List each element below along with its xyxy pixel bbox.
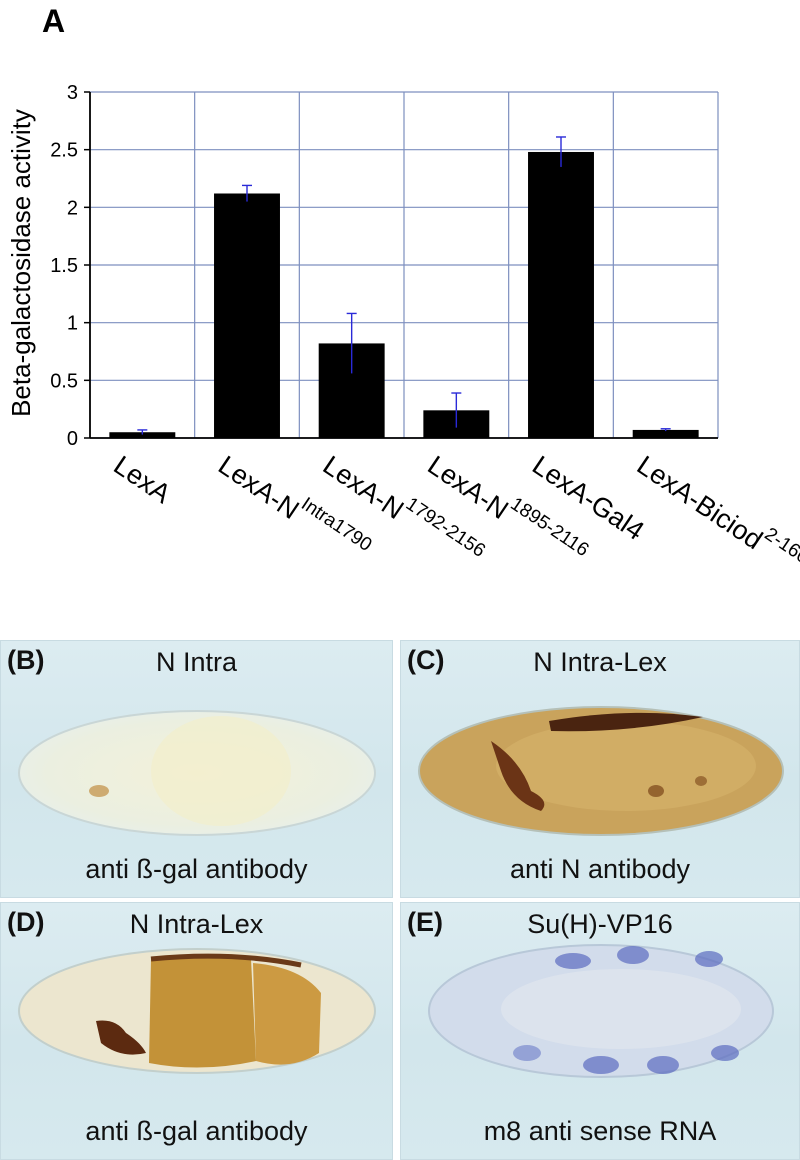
y-tick-label: 0.5 — [50, 370, 78, 392]
x-tick-label: LexA-N1792-2156 — [318, 443, 489, 576]
x-tick-label-base: LexA-Biciod — [632, 450, 768, 555]
x-tick-label: LexA-N1895-2116 — [422, 443, 592, 575]
panel-label: (C) — [407, 645, 445, 675]
y-tick-label: 1 — [67, 313, 78, 335]
panel-caption: anti ß-gal antibody — [85, 1116, 308, 1146]
chart-grid — [90, 91, 719, 439]
x-tick-label: LexA — [108, 450, 176, 509]
embryo-image-b — [18, 710, 376, 836]
figure-panel-label: A — [42, 3, 65, 39]
panel-title: N Intra-Lex — [533, 647, 667, 677]
x-tick-label: LexA-Biciod2-160 — [632, 443, 800, 583]
y-tick-label: 1.5 — [50, 255, 78, 277]
bar — [632, 429, 699, 438]
x-tick-label-base: LexA-N — [213, 450, 304, 525]
panel-b: (B) N Intra anti ß-gal antibody — [0, 640, 393, 898]
bar — [214, 193, 280, 438]
embryo-image-e — [428, 944, 774, 1078]
y-tick-label: 0 — [67, 428, 78, 450]
panel-title: N Intra-Lex — [129, 909, 264, 939]
bar — [109, 432, 176, 438]
bar — [528, 151, 594, 438]
panel-label: (D) — [7, 907, 45, 937]
panel-title: Su(H)-VP16 — [527, 909, 673, 939]
y-axis-label: Beta-galactosidase activity — [6, 109, 36, 417]
x-tick-label-base: LexA — [108, 450, 176, 509]
embryo-image-d — [18, 948, 376, 1074]
chart-bars — [109, 136, 699, 438]
panel-caption: m8 anti sense RNA — [483, 1116, 717, 1146]
panel-d: (D) N Intra-Lex anti ß-gal antibody — [0, 902, 393, 1160]
panel-caption: anti N antibody — [509, 854, 691, 884]
y-tick-label: 2.5 — [50, 140, 78, 162]
panel-e: (E) Su(H)-VP16 m8 anti sense RNA — [400, 902, 800, 1160]
panel-title: N Intra — [155, 647, 238, 677]
embryo-image-c — [418, 706, 784, 836]
panel-label: (B) — [7, 645, 45, 675]
panel-caption: anti ß-gal antibody — [85, 854, 308, 884]
y-tick-label: 3 — [67, 82, 78, 104]
y-tick-label: 2 — [67, 197, 78, 219]
panel-label: (E) — [407, 907, 443, 937]
panel-c: (C) N Intra-Lex anti N antibody — [400, 640, 800, 898]
